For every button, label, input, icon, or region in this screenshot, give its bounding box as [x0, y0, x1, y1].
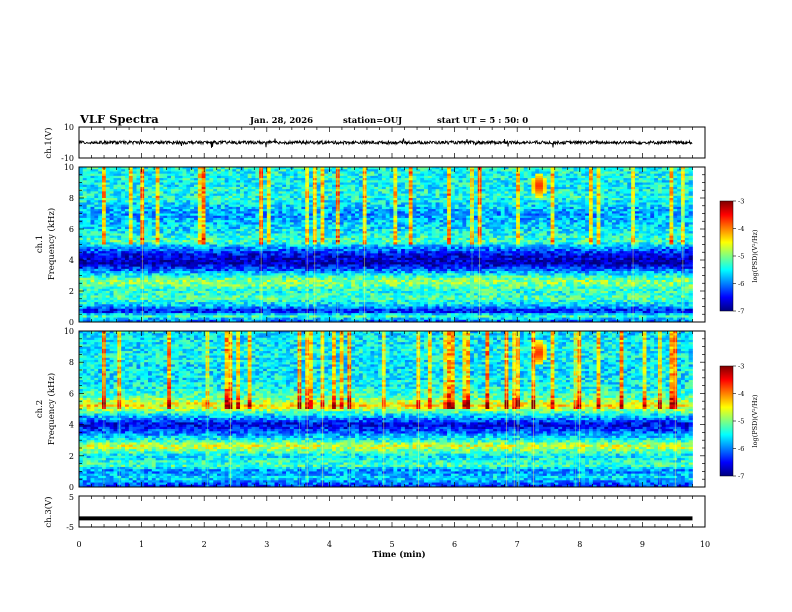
ch1-ytick-top: 10 — [64, 123, 74, 132]
frequency-tick-label: 2 — [69, 452, 74, 461]
ch1-colorbar-label: log(PSD)(V²/Hz) — [751, 229, 759, 282]
frequency-tick-label: 0 — [69, 318, 74, 327]
colorbar-tick-label: -5 — [738, 253, 744, 261]
header-start-time: start UT = 5 : 50: 0 — [437, 116, 528, 126]
ch3-ytick-bottom: -5 — [66, 523, 74, 532]
ch2-spectrogram-ytick-labels: 0 2 4 6 8 10 — [64, 327, 74, 492]
ch3-waveform-panel: 5 -5 ch.3(V) — [43, 493, 706, 532]
frequency-tick-label: 0 — [69, 483, 74, 492]
time-tick-label: 2 — [202, 540, 207, 549]
ch2-spectrogram-frame — [78, 330, 706, 488]
colorbar-tick-label: -7 — [738, 473, 744, 481]
ch2-spectrogram-panel: 0 2 4 6 8 10 ch.2 Frequency (kHz) — [35, 327, 706, 492]
ch1-colorbar-gradient — [719, 200, 734, 312]
colorbar-tick-label: -6 — [738, 280, 744, 288]
ch1-ytick-bottom: -10 — [61, 154, 74, 163]
frequency-tick-label: 10 — [64, 327, 74, 336]
time-tick-label: 5 — [389, 540, 394, 549]
time-tick-label: 4 — [327, 540, 332, 549]
ch3-ytick-top: 5 — [69, 493, 74, 502]
ch1-waveform-panel: 10 -10 ch.1(V) — [43, 123, 706, 163]
ch1-spectrogram-ylabel-channel: ch.1 — [35, 235, 45, 253]
frequency-tick-label: 4 — [69, 421, 74, 430]
header-date: Jan. 28, 2026 — [249, 116, 313, 126]
ch2-colorbar-ticks: -3 -4 -5 -6 -7 — [733, 363, 744, 481]
time-axis-label: Time (min) — [372, 549, 425, 560]
colorbar-tick-label: -3 — [738, 198, 744, 206]
ch2-spectrogram-image — [79, 331, 693, 488]
ch3-tick-marks — [78, 496, 706, 527]
time-tick-label: 3 — [264, 540, 269, 549]
time-tick-label: 9 — [640, 540, 645, 549]
frequency-tick-label: 6 — [69, 225, 74, 234]
ch1-waveform-ylabel: ch.1(V) — [43, 127, 54, 158]
figure-title: VLF Spectra — [79, 112, 159, 126]
ch1-colorbar-ticks: -3 -4 -5 -6 -7 — [733, 198, 744, 316]
ch2-colorbar: -3 -4 -5 -6 -7 log(PSD)(V²/Hz) — [719, 363, 759, 481]
ch1-spectrogram-ytick-labels: 0 2 4 6 8 10 — [64, 163, 74, 327]
time-axis-tick-labels: 0 1 2 3 4 5 6 7 8 9 10 — [76, 540, 710, 549]
ch3-waveform-ylabel: ch.3(V) — [43, 496, 54, 527]
ch2-colorbar-gradient — [719, 365, 734, 477]
header-station: station=OUJ — [343, 116, 402, 126]
ch3-waveform-frame — [78, 495, 706, 528]
ch2-spectrogram-ylabel-channel: ch.2 — [35, 400, 45, 418]
colorbar-tick-label: -7 — [738, 308, 744, 316]
colorbar-tick-label: -5 — [738, 418, 744, 426]
time-tick-label: 0 — [76, 540, 81, 549]
frequency-tick-label: 10 — [64, 163, 74, 172]
ch1-spectrogram-frame — [78, 166, 706, 323]
ch1-colorbar: -3 -4 -5 -6 -7 log(PSD)(V²/Hz) — [719, 198, 759, 316]
frequency-tick-label: 8 — [69, 194, 74, 203]
colorbar-tick-label: -6 — [738, 445, 744, 453]
ch2-spectrogram-ylabel-frequency: Frequency (kHz) — [46, 373, 57, 445]
colorbar-tick-label: -4 — [738, 225, 744, 233]
frequency-tick-label: 2 — [69, 287, 74, 296]
frequency-tick-label: 8 — [69, 358, 74, 367]
ch2-colorbar-label: log(PSD)(V²/Hz) — [751, 394, 759, 447]
frequency-tick-label: 6 — [69, 389, 74, 398]
time-tick-label: 10 — [700, 540, 710, 549]
ch1-waveform-frame — [78, 126, 706, 159]
time-tick-label: 8 — [577, 540, 582, 549]
time-tick-label: 6 — [452, 540, 457, 549]
time-tick-label: 7 — [515, 540, 520, 549]
ch1-spectrogram-panel: 0 2 4 6 8 10 ch.1 Frequency (kHz) — [35, 163, 706, 327]
time-tick-label: 1 — [139, 540, 144, 549]
colorbar-tick-label: -4 — [738, 390, 744, 398]
colorbar-tick-label: -3 — [738, 363, 744, 371]
ch1-waveform-trace — [78, 138, 693, 148]
ch1-spectrogram-image — [79, 167, 693, 323]
ch1-spectrogram-ylabel-frequency: Frequency (kHz) — [46, 208, 57, 280]
frequency-tick-label: 4 — [69, 256, 74, 265]
